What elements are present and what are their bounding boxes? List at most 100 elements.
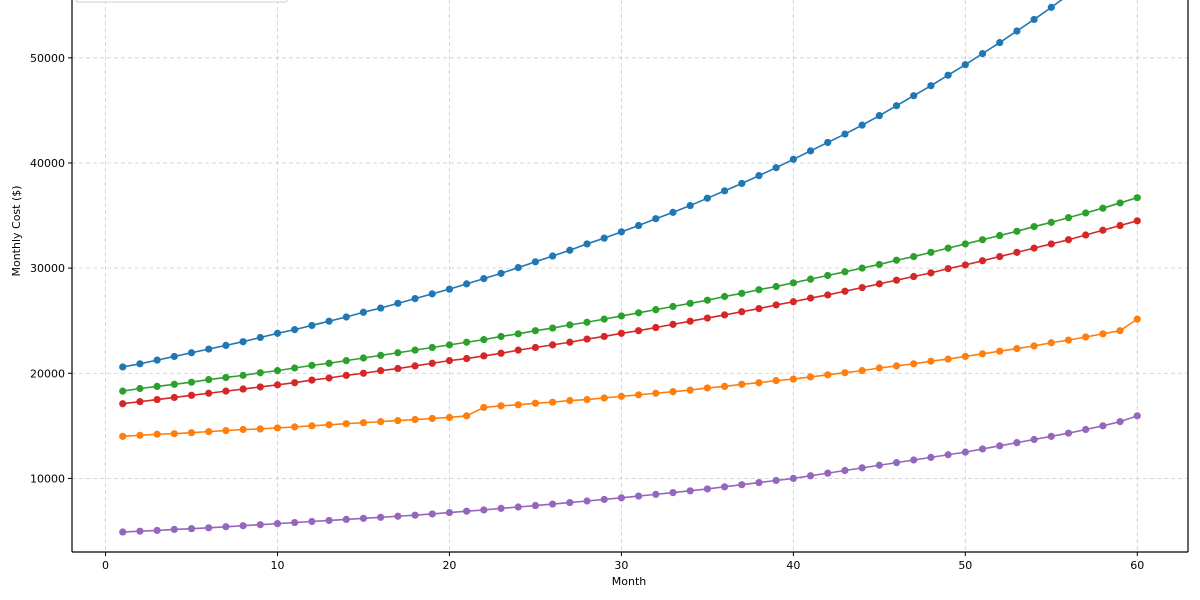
x-axis-label: Month: [612, 575, 647, 588]
series-0-point: [841, 130, 849, 138]
series-2-point: [738, 308, 746, 316]
series-2-point: [1013, 248, 1021, 256]
series-0-point: [256, 333, 264, 342]
series-0-point: [910, 92, 918, 100]
series-3-point: [720, 382, 729, 390]
series-2-point: [875, 280, 883, 288]
series-3-point: [738, 380, 746, 388]
series-1-point: [892, 256, 901, 264]
series-4-point: [652, 490, 660, 498]
series-1-point: [738, 289, 746, 297]
series-0-point: [755, 171, 763, 180]
series-2-point: [428, 359, 436, 367]
gridlines: [72, 0, 1188, 552]
series-2-point: [256, 383, 264, 391]
series-2-point: [772, 301, 780, 309]
series-2-point: [1047, 240, 1055, 248]
series-3-point: [961, 352, 969, 361]
series-4-point: [1082, 425, 1090, 434]
series-3-point: [944, 355, 952, 363]
series-3-point: [1030, 342, 1038, 350]
series-3-point: [256, 425, 264, 433]
series-1-point: [841, 268, 849, 276]
series-1-point: [256, 369, 264, 377]
series-1-point: [566, 321, 574, 329]
axes: [71, 0, 1189, 553]
series-2-point: [944, 265, 952, 273]
series-4-point: [1099, 422, 1107, 430]
series-2-point: [841, 287, 849, 295]
series-3-point: [652, 389, 660, 397]
series-4-point: [497, 504, 505, 512]
series-4-point: [617, 494, 626, 502]
series-2-point: [617, 329, 626, 337]
series-1-point: [583, 318, 591, 326]
series-4-point: [892, 459, 901, 467]
series-1-point: [875, 260, 883, 269]
series-1-point: [153, 382, 161, 390]
series-1-point: [342, 357, 350, 365]
series-3-point: [1013, 344, 1021, 353]
series-3-point: [996, 347, 1004, 355]
series-3-point: [549, 398, 557, 406]
series-1-point: [325, 359, 333, 367]
series-4-point: [514, 503, 522, 511]
series-4-point: [738, 481, 746, 489]
series-1-point: [1030, 222, 1038, 231]
series-3-point: [1116, 327, 1124, 335]
series-3-point: [119, 432, 127, 440]
series-2-point: [1133, 217, 1141, 225]
series-0-point: [1030, 15, 1038, 24]
series-1-point: [170, 380, 178, 388]
series-2-point: [342, 371, 350, 379]
series-2-point: [858, 283, 866, 292]
x-tick-label: 50: [958, 559, 972, 572]
series-0-point: [634, 221, 643, 230]
series-3-point: [428, 414, 436, 423]
series-4-point: [720, 483, 729, 491]
y-tick-label: 10000: [30, 472, 65, 485]
series-3-point: [755, 379, 763, 387]
series-0-point: [875, 112, 883, 120]
series-0-point: [170, 352, 178, 361]
series-1-point: [239, 371, 247, 379]
series-4-point: [703, 485, 711, 493]
series-3-point: [824, 371, 832, 379]
series-1-point: [411, 346, 419, 354]
series-4-point: [686, 487, 694, 495]
series-0-point: [531, 258, 540, 266]
series-4-point: [463, 507, 471, 515]
series-1-point: [1064, 214, 1073, 222]
series-0-point: [772, 164, 780, 172]
series-0-point: [549, 252, 557, 260]
series-4-point: [411, 511, 419, 519]
series-4-point: [119, 528, 127, 536]
legend-box: [75, 0, 288, 3]
series-2-point: [1064, 236, 1073, 244]
series-2-point: [273, 381, 282, 389]
series-3-point: [342, 420, 350, 428]
x-tick-label: 30: [614, 559, 628, 572]
series-0-point: [428, 290, 436, 298]
series-2-point: [910, 272, 918, 281]
series-4-point: [239, 522, 247, 530]
series-lines: [119, 0, 1141, 536]
series-3-point: [514, 401, 522, 409]
series-4-point: [136, 527, 144, 535]
series-1-point: [445, 341, 454, 349]
series-0-point: [858, 121, 866, 129]
series-3-point: [669, 388, 677, 396]
series-1-point: [927, 248, 935, 256]
series-4-point: [772, 476, 780, 485]
series-1-point: [600, 315, 608, 323]
x-tick-label: 10: [270, 559, 284, 572]
series-3-point: [377, 418, 385, 426]
series-1-point: [617, 312, 626, 320]
series-3-point: [806, 373, 815, 381]
series-1-point: [377, 351, 385, 359]
series-4-point: [944, 451, 952, 459]
series-4-point: [428, 510, 436, 518]
series-2-point: [634, 327, 643, 335]
series-3-point: [789, 375, 797, 383]
